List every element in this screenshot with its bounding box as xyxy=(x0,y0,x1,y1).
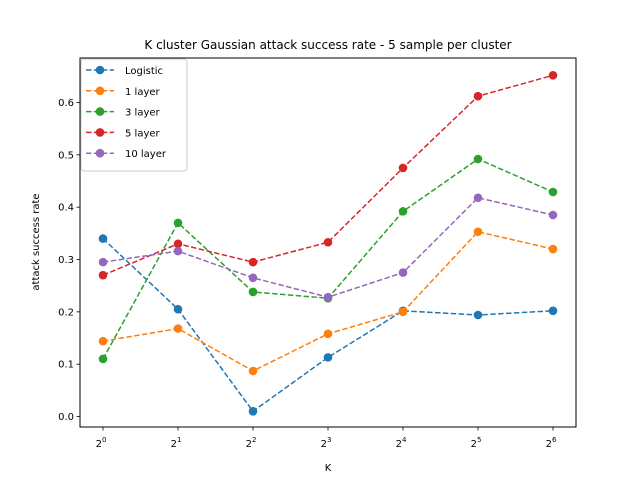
x-tick-exponent: 6 xyxy=(552,436,557,444)
series-line xyxy=(102,158,554,360)
y-tick-label: 0.0 xyxy=(58,412,74,423)
data-point xyxy=(323,292,333,302)
data-point xyxy=(548,306,558,316)
data-point xyxy=(398,163,408,173)
data-point xyxy=(398,307,408,317)
legend-label: 1 layer xyxy=(125,87,161,98)
data-point xyxy=(173,304,183,314)
x-tick-exponent: 5 xyxy=(477,436,481,444)
series-0 xyxy=(98,234,558,416)
legend-label: Logistic xyxy=(125,66,163,77)
data-point xyxy=(173,324,183,333)
data-point xyxy=(248,257,258,267)
data-point xyxy=(473,91,483,101)
plot-lines xyxy=(98,70,558,416)
data-point xyxy=(173,246,183,256)
data-point xyxy=(248,287,258,297)
y-tick-label: 0.5 xyxy=(58,150,74,161)
data-point xyxy=(323,329,333,339)
x-tick-exponent: 2 xyxy=(252,436,256,444)
legend: Logistic 1 layer 3 layer 5 layer 10 layer xyxy=(80,58,188,172)
series-3 xyxy=(98,70,558,280)
legend-marker xyxy=(95,65,105,75)
data-point xyxy=(98,234,108,243)
x-tick-label: 25 xyxy=(471,436,482,450)
data-point xyxy=(248,406,258,416)
x-tick-exponent: 1 xyxy=(177,436,181,444)
x-tick-label: 22 xyxy=(246,436,257,450)
data-point xyxy=(98,354,108,364)
series-1 xyxy=(98,227,558,376)
data-point xyxy=(473,227,483,237)
data-point xyxy=(173,239,183,249)
legend-item: Logistic xyxy=(86,65,163,77)
y-tick-label: 0.1 xyxy=(58,360,74,371)
y-tick-label: 0.3 xyxy=(58,255,74,266)
x-tick-exponent: 0 xyxy=(102,436,106,444)
y-tick-label: 0.4 xyxy=(58,203,74,214)
data-point xyxy=(473,154,483,164)
data-point xyxy=(398,268,408,277)
data-point xyxy=(248,273,258,283)
data-point xyxy=(323,237,333,247)
data-point xyxy=(173,218,183,228)
y-axis-title: attack success rate xyxy=(31,193,42,290)
y-tick-label: 0.2 xyxy=(58,307,74,318)
x-axis: 20 21 22 23 24 25 26 xyxy=(96,427,557,450)
data-point xyxy=(548,244,558,254)
x-tick-label: 21 xyxy=(171,436,182,450)
x-tick-label: 23 xyxy=(321,436,332,450)
legend-marker xyxy=(95,128,105,137)
legend-item: 5 layer xyxy=(86,128,161,139)
data-point xyxy=(98,257,108,267)
x-tick-label: 26 xyxy=(546,436,557,450)
legend-item: 3 layer xyxy=(86,107,161,119)
data-point xyxy=(398,207,408,216)
data-point xyxy=(473,193,483,203)
data-point xyxy=(98,270,108,280)
legend-item: 1 layer xyxy=(86,86,161,98)
legend-label: 5 layer xyxy=(125,128,161,139)
data-point xyxy=(548,70,558,80)
data-point xyxy=(323,353,333,362)
series-line xyxy=(102,238,554,413)
legend-marker xyxy=(95,148,105,158)
legend-marker xyxy=(95,86,105,96)
y-axis: 0.0 0.1 0.2 0.3 0.4 0.5 0.6 xyxy=(58,98,80,423)
data-point xyxy=(473,310,483,320)
legend-label: 10 layer xyxy=(125,149,167,160)
series-4 xyxy=(98,193,558,302)
legend-marker xyxy=(95,107,105,116)
data-point xyxy=(248,366,258,376)
x-tick-exponent: 4 xyxy=(402,436,407,444)
x-axis-title: K xyxy=(325,463,332,474)
legend-label: 3 layer xyxy=(125,108,161,119)
data-point xyxy=(548,187,558,197)
data-point xyxy=(98,336,108,346)
x-tick-label: 24 xyxy=(396,436,407,450)
x-tick-exponent: 3 xyxy=(327,436,331,444)
data-point xyxy=(548,210,558,220)
y-tick-label: 0.6 xyxy=(58,98,74,109)
legend-item: 10 layer xyxy=(86,148,167,160)
x-tick-label: 20 xyxy=(96,436,107,450)
legend-box xyxy=(80,58,188,172)
chart-title: K cluster Gaussian attack success rate -… xyxy=(144,38,511,52)
